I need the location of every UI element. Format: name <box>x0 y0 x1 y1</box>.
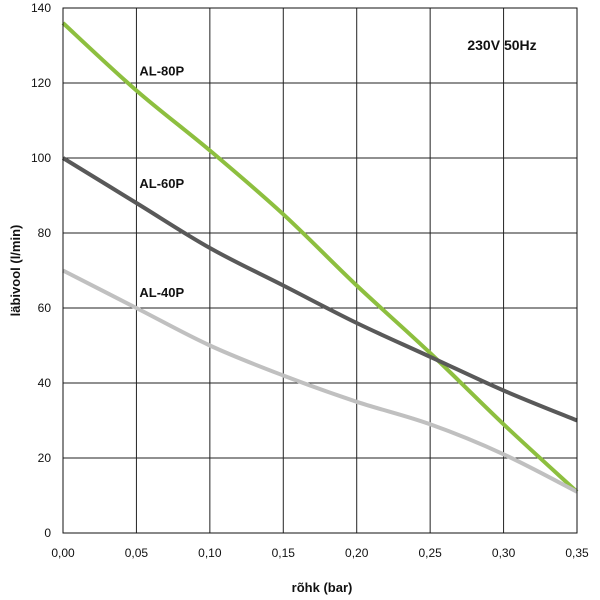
x-axis-title: rõhk (bar) <box>292 580 353 595</box>
y-tick-labels: 0 20 40 60 80 100 120 140 <box>31 1 51 540</box>
series-lines <box>61 21 579 494</box>
x-tick-label: 0,00 <box>51 546 75 560</box>
series-label-al-80p: AL-80P <box>139 64 184 79</box>
x-tick-label: 0,15 <box>272 546 296 560</box>
x-tick-label: 0,20 <box>345 546 369 560</box>
series-labels: AL-80P AL-60P AL-40P <box>139 64 184 300</box>
series-line-al-80p <box>61 21 579 494</box>
y-tick-label: 60 <box>38 301 52 315</box>
series-line-al-40p <box>62 268 578 494</box>
x-tick-labels: 0,00 0,05 0,10 0,15 0,20 0,25 0,30 0,35 <box>51 546 589 560</box>
y-tick-label: 20 <box>38 451 52 465</box>
series-label-al-40p: AL-40P <box>139 285 184 300</box>
series-line-al-60p <box>61 156 578 423</box>
x-tick-label: 0,25 <box>418 546 442 560</box>
x-tick-label: 0,05 <box>125 546 149 560</box>
y-tick-label: 100 <box>31 151 51 165</box>
voltage-annotation: 230V 50Hz <box>467 37 536 53</box>
series-label-al-60p: AL-60P <box>139 176 184 191</box>
x-tick-label: 0,35 <box>565 546 589 560</box>
y-tick-label: 120 <box>31 76 51 90</box>
y-tick-label: 40 <box>38 376 52 390</box>
y-tick-label: 140 <box>31 1 51 15</box>
x-tick-label: 0,30 <box>492 546 516 560</box>
grid <box>62 7 578 534</box>
plot-frame <box>62 7 578 534</box>
x-tick-label: 0,10 <box>198 546 222 560</box>
y-axis-title: läbivool (l/min) <box>8 225 23 317</box>
y-tick-label: 0 <box>44 526 51 540</box>
y-tick-label: 80 <box>38 226 52 240</box>
